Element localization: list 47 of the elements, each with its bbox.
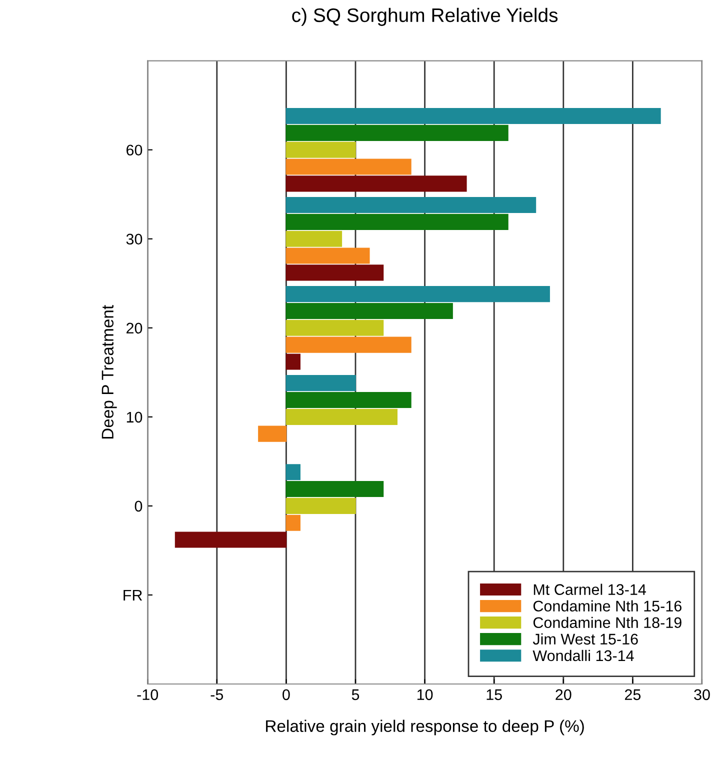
bar xyxy=(286,408,398,425)
bar xyxy=(286,464,300,480)
x-tick-label: -10 xyxy=(137,689,158,700)
legend-label: Jim West 15-16 xyxy=(532,633,638,645)
y-tick-label: FR xyxy=(124,590,142,601)
bar xyxy=(286,375,356,392)
y-tick-label: 20 xyxy=(126,322,142,334)
bar xyxy=(286,302,453,319)
bar xyxy=(286,214,508,230)
legend-label: Wondalli 13-14 xyxy=(532,650,634,662)
y-tick-label: 0 xyxy=(134,500,142,512)
bar xyxy=(286,196,536,214)
bar xyxy=(286,124,508,141)
x-axis-title: Relative grain yield response to deep P (%) xyxy=(266,720,584,736)
y-tick-label: 30 xyxy=(126,234,142,245)
y-axis-title: Deep P Treatment xyxy=(102,305,117,439)
x-tick-label: 0 xyxy=(282,689,290,700)
bar xyxy=(286,480,384,498)
x-tick-label: 5 xyxy=(352,689,360,700)
bar xyxy=(258,426,287,442)
x-tick-label: 30 xyxy=(694,689,710,700)
bar xyxy=(286,354,300,370)
bar xyxy=(286,392,412,408)
y-tick-label: 10 xyxy=(126,412,142,423)
legend-label: Mt Carmel 13-14 xyxy=(534,584,646,595)
bar xyxy=(286,176,467,192)
bar xyxy=(286,286,550,302)
x-tick-label: -5 xyxy=(210,689,224,700)
bar xyxy=(286,108,661,124)
bar xyxy=(286,514,300,531)
x-tick-label: 20 xyxy=(556,689,572,700)
bar xyxy=(174,532,287,548)
bar xyxy=(286,248,370,264)
x-tick-label: 25 xyxy=(624,689,641,700)
bar xyxy=(286,230,342,247)
bar xyxy=(286,320,384,336)
bar xyxy=(286,158,412,175)
y-tick-label: 60 xyxy=(126,144,142,156)
x-tick-label: 15 xyxy=(486,689,502,700)
legend-label: Condamine Nth 18-19 xyxy=(533,616,682,628)
bar xyxy=(286,336,412,353)
bar xyxy=(286,498,356,514)
x-tick-label: 10 xyxy=(417,689,433,700)
bar xyxy=(286,264,384,281)
bar xyxy=(286,142,356,158)
legend-label: Condamine Nth 15-16 xyxy=(533,600,682,612)
chart-title: c) SQ Sorghum Relative Yields xyxy=(292,8,558,26)
